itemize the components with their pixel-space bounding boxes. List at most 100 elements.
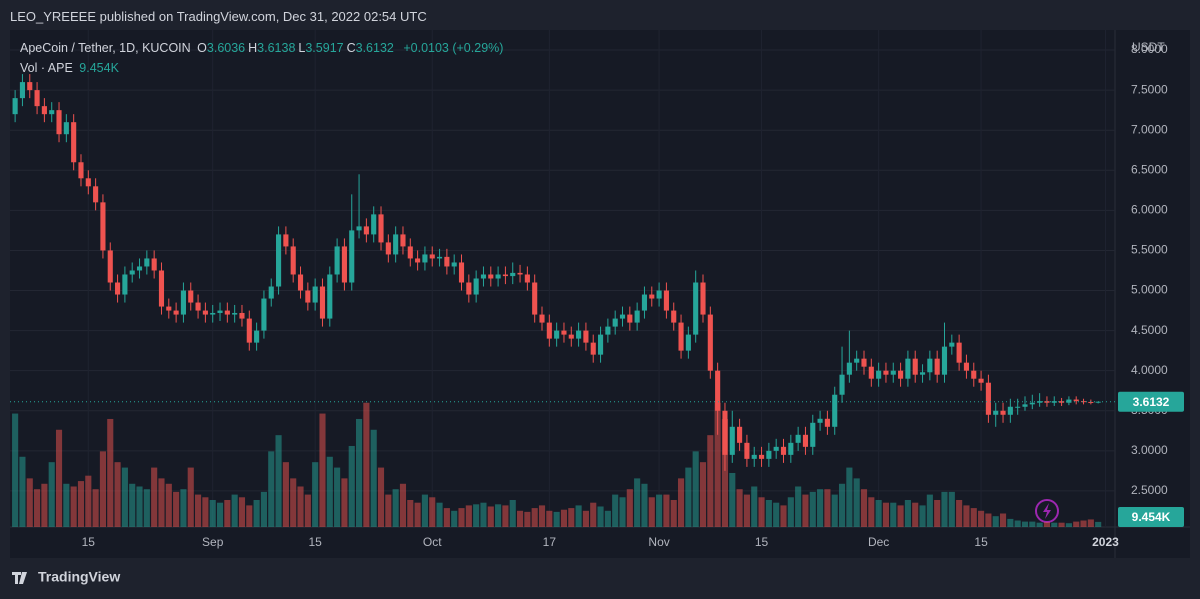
- candle-body: [371, 214, 377, 235]
- volume-bar: [495, 504, 502, 527]
- volume-bar: [209, 499, 216, 527]
- candle-body: [722, 410, 728, 455]
- volume-bar: [436, 502, 443, 527]
- candle-body: [868, 366, 874, 379]
- candle-body: [349, 230, 355, 283]
- volume-bar: [516, 510, 524, 527]
- candle-body: [605, 326, 611, 335]
- candle-body: [93, 186, 99, 203]
- candle-body: [612, 318, 618, 327]
- volume-bar: [356, 418, 363, 527]
- volume-bar: [685, 467, 692, 527]
- candle-body: [1015, 406, 1021, 408]
- volume-bar: [312, 462, 319, 527]
- candle-body: [773, 446, 779, 451]
- last-volume-badge: [1118, 507, 1184, 527]
- candle-body: [85, 178, 91, 187]
- volume-bar: [1058, 522, 1065, 527]
- volume-bar: [985, 513, 992, 527]
- volume-bar: [290, 478, 297, 527]
- volume-bar: [465, 505, 472, 527]
- volume-bar: [195, 494, 202, 527]
- candle-body: [115, 282, 121, 295]
- icon-bolt: [1043, 503, 1051, 519]
- volume-bar: [85, 475, 92, 527]
- last-volume-label: 9.454K: [1132, 510, 1171, 524]
- candle-body: [554, 330, 560, 339]
- volume-bar: [670, 499, 677, 527]
- volume-bar: [699, 462, 707, 527]
- volume-bar: [341, 478, 348, 527]
- volume-bar: [963, 505, 970, 527]
- logo-mark: [12, 572, 27, 584]
- volume-bar: [443, 508, 450, 527]
- volume-bar: [736, 489, 743, 527]
- candle-body: [246, 318, 252, 343]
- volume-bar: [399, 483, 407, 527]
- candle-body: [444, 256, 450, 267]
- candle-body: [883, 370, 889, 375]
- candle-body: [393, 234, 399, 255]
- candle-body: [195, 302, 201, 311]
- y-tick-label: 2.5000: [1131, 483, 1168, 497]
- candle-body: [905, 358, 911, 379]
- volume-bar: [282, 462, 289, 527]
- volume-bar: [604, 510, 611, 527]
- candle-body: [934, 358, 940, 375]
- volume-bar: [1029, 521, 1036, 527]
- candle-body: [129, 270, 135, 275]
- volume-bar: [787, 497, 794, 527]
- volume-bar: [831, 494, 838, 527]
- candle-body: [876, 370, 882, 379]
- x-tick-label: Oct: [423, 535, 442, 549]
- candle-body: [919, 372, 926, 375]
- symbol: ApeCoin / Tether, 1D, KUCOIN: [20, 41, 191, 55]
- candle-body: [136, 266, 143, 271]
- volume-bar: [63, 483, 70, 527]
- candle-body: [656, 290, 662, 299]
- volume-bar: [473, 504, 480, 527]
- candle-body: [1029, 402, 1035, 405]
- candle-body: [685, 334, 691, 351]
- currency-label: USDT: [1132, 40, 1165, 54]
- volume-bar: [546, 510, 553, 527]
- volume-bar: [429, 497, 436, 527]
- volume-value: 9.454K: [79, 61, 119, 75]
- volume-bar: [890, 502, 897, 527]
- volume-bar: [538, 505, 546, 527]
- candle-body: [312, 286, 318, 303]
- candle-body: [546, 322, 552, 339]
- candle-body: [941, 346, 948, 375]
- volume-bar: [524, 511, 531, 527]
- legend-key: O: [197, 41, 207, 55]
- last-price-label: 3.6132: [1133, 395, 1170, 409]
- volume-bar: [1014, 520, 1021, 527]
- volume-bar: [392, 489, 399, 527]
- legend-key: L: [298, 41, 306, 55]
- candle-body: [678, 322, 684, 351]
- volume-bar: [531, 508, 538, 527]
- candle-body: [254, 330, 260, 343]
- candle-body: [707, 314, 713, 371]
- candle-body: [363, 226, 369, 235]
- candle-body: [100, 202, 106, 251]
- lightning-icon[interactable]: [1035, 499, 1059, 523]
- candle-body: [451, 262, 457, 267]
- volume-bar: [648, 497, 655, 527]
- volume-bar: [260, 491, 267, 527]
- volume-bar: [502, 505, 509, 527]
- volume-bar: [421, 494, 428, 527]
- volume-bar: [926, 494, 933, 527]
- volume-bar: [978, 510, 985, 527]
- volume-bar: [151, 467, 158, 527]
- candle-body: [276, 234, 282, 287]
- candle-body: [737, 426, 743, 443]
- candle-body: [319, 286, 326, 319]
- volume-bar: [948, 491, 955, 527]
- legend-value: 3.6036: [206, 41, 246, 55]
- volume-bar: [480, 502, 487, 527]
- candle-body: [19, 82, 26, 99]
- candle-body: [78, 162, 84, 179]
- x-tick-label: 15: [308, 535, 322, 549]
